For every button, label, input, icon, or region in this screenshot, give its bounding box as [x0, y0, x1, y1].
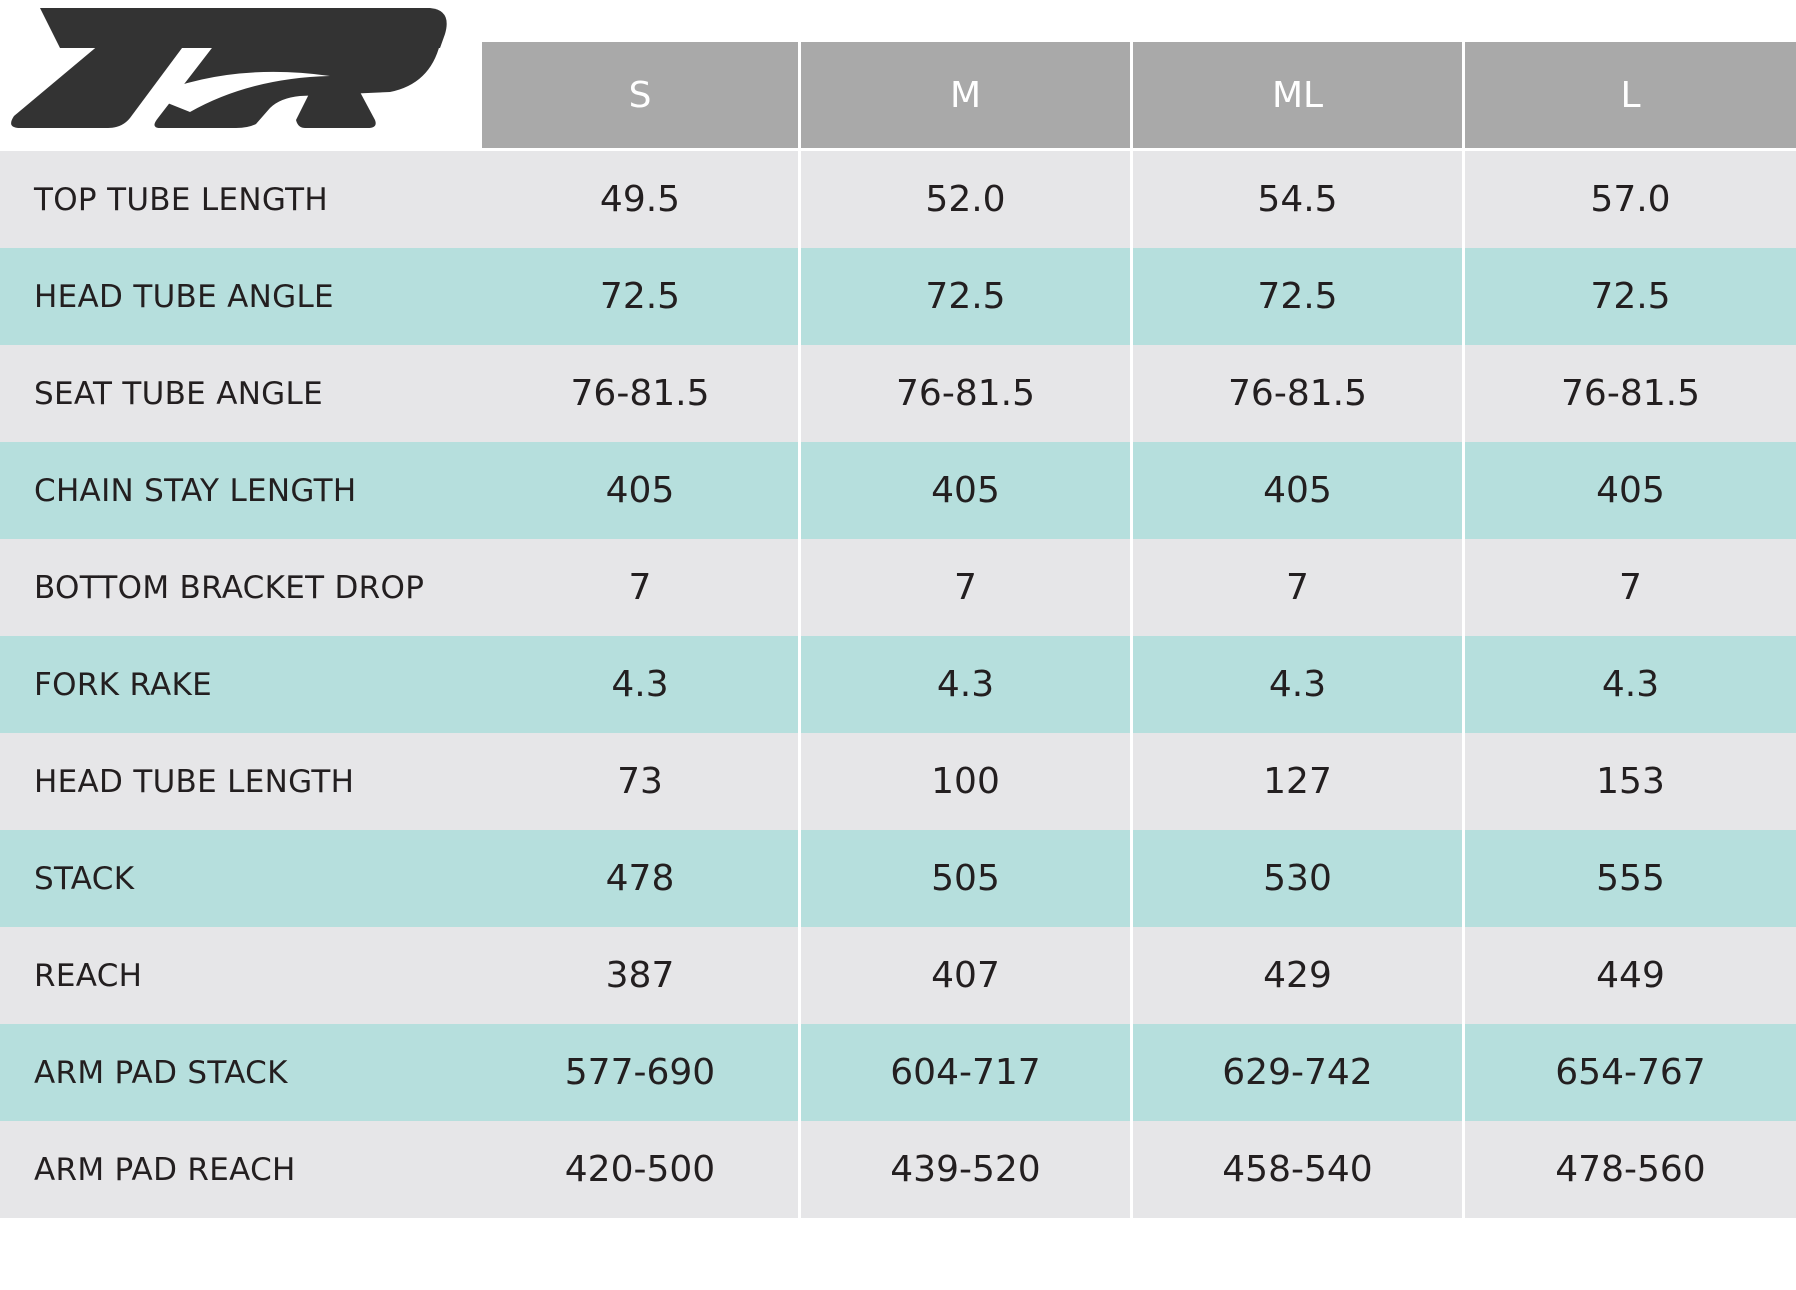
table-cell: 4.3	[611, 664, 669, 705]
table-cell: 49.5	[599, 179, 681, 220]
table-cell: 505	[931, 858, 1000, 899]
column-header-s: S	[482, 42, 798, 148]
row-label: CHAIN STAY LENGTH	[34, 472, 357, 509]
table-cell: 73	[617, 761, 663, 802]
table-cell: 54.5	[1257, 179, 1338, 220]
table-cell: 76-81.5	[896, 373, 1035, 414]
row-label: HEAD TUBE ANGLE	[34, 278, 334, 315]
table-cell: 654-767	[1555, 1052, 1706, 1093]
table-cell: 7	[1286, 567, 1309, 608]
table-cell: 478	[605, 858, 675, 899]
table-cell: 127	[1263, 761, 1332, 802]
table-cell: 72.5	[599, 276, 681, 317]
table-row: SEAT TUBE ANGLE 76-81.5 76-81.5 76-81.5 76-8…	[0, 345, 1796, 442]
column-header-l: L	[1465, 42, 1796, 148]
table-row: REACH 387 407 429 449	[0, 927, 1796, 1024]
table-cell: 577-690	[564, 1052, 716, 1093]
table-cell: 153	[1596, 761, 1665, 802]
table-cell: 100	[931, 761, 1000, 802]
row-label: FORK RAKE	[34, 666, 213, 703]
row-label: STACK	[34, 860, 135, 897]
table-row: STACK 478 505 530 555	[0, 830, 1796, 927]
table-cell: 407	[931, 955, 1000, 996]
table-cell: 72.5	[925, 276, 1006, 317]
brand-logo	[0, 0, 480, 148]
table-cell: 7	[1619, 567, 1642, 608]
column-divider	[798, 42, 801, 1218]
table-cell: 420-500	[564, 1149, 716, 1190]
row-label: BOTTOM BRACKET DROP	[34, 569, 425, 606]
table-cell: 52.0	[925, 179, 1006, 220]
table-row: CHAIN STAY LENGTH 405 405 405 405	[0, 442, 1796, 539]
table-cell: 76-81.5	[1561, 373, 1700, 414]
row-label: SEAT TUBE ANGLE	[34, 375, 323, 412]
table-cell: 4.3	[1268, 664, 1327, 705]
row-label: HEAD TUBE LENGTH	[34, 763, 355, 800]
table-cell: 76-81.5	[1228, 373, 1367, 414]
table-row: BOTTOM BRACKET DROP 7 7 7 7	[0, 539, 1796, 636]
table-row: ARM PAD REACH 420-500 439-520 458-540 478-56…	[0, 1121, 1796, 1218]
row-label: ARM PAD REACH	[34, 1151, 296, 1188]
table-cell: 458-540	[1222, 1149, 1373, 1190]
table-cell: 72.5	[1257, 276, 1338, 317]
row-label: ARM PAD STACK	[34, 1054, 288, 1091]
table-cell: 7	[628, 567, 652, 608]
table-row: ARM PAD STACK 577-690 604-717 629-742 654-76…	[0, 1024, 1796, 1121]
table-cell: 57.0	[1590, 179, 1671, 220]
table-cell: 387	[605, 955, 675, 996]
table-cell: 629-742	[1222, 1052, 1373, 1093]
table-cell: 405	[605, 470, 675, 511]
column-header-m: M	[801, 42, 1130, 148]
table-cell: 76-81.5	[570, 373, 710, 414]
table-cell: 405	[931, 470, 1000, 511]
table-cell: 439-520	[890, 1149, 1041, 1190]
table-cell: 604-717	[890, 1052, 1041, 1093]
table-cell: 478-560	[1555, 1149, 1706, 1190]
table-cell: 7	[954, 567, 977, 608]
column-divider	[1130, 42, 1133, 1218]
column-header-ml: ML	[1133, 42, 1462, 148]
table-row: FORK RAKE 4.3 4.3 4.3 4.3	[0, 636, 1796, 733]
table-cell: 72.5	[1590, 276, 1671, 317]
table-cell: 429	[1263, 955, 1332, 996]
column-divider	[1462, 42, 1465, 1218]
table-row: HEAD TUBE LENGTH 73 100 127 153	[0, 733, 1796, 830]
table-row: HEAD TUBE ANGLE 72.5 72.5 72.5 72.5	[0, 248, 1796, 345]
table-cell: 4.3	[936, 664, 995, 705]
table-cell: 405	[1263, 470, 1332, 511]
row-label: REACH	[34, 957, 143, 994]
table-cell: 449	[1596, 955, 1665, 996]
table-cell: 530	[1263, 858, 1332, 899]
row-label: TOP TUBE LENGTH	[34, 181, 328, 218]
table-cell: 4.3	[1601, 664, 1660, 705]
table-row: TOP TUBE LENGTH 49.5 52.0 54.5 57.0	[0, 151, 1796, 248]
table-cell: 405	[1596, 470, 1665, 511]
table-cell: 555	[1596, 858, 1665, 899]
